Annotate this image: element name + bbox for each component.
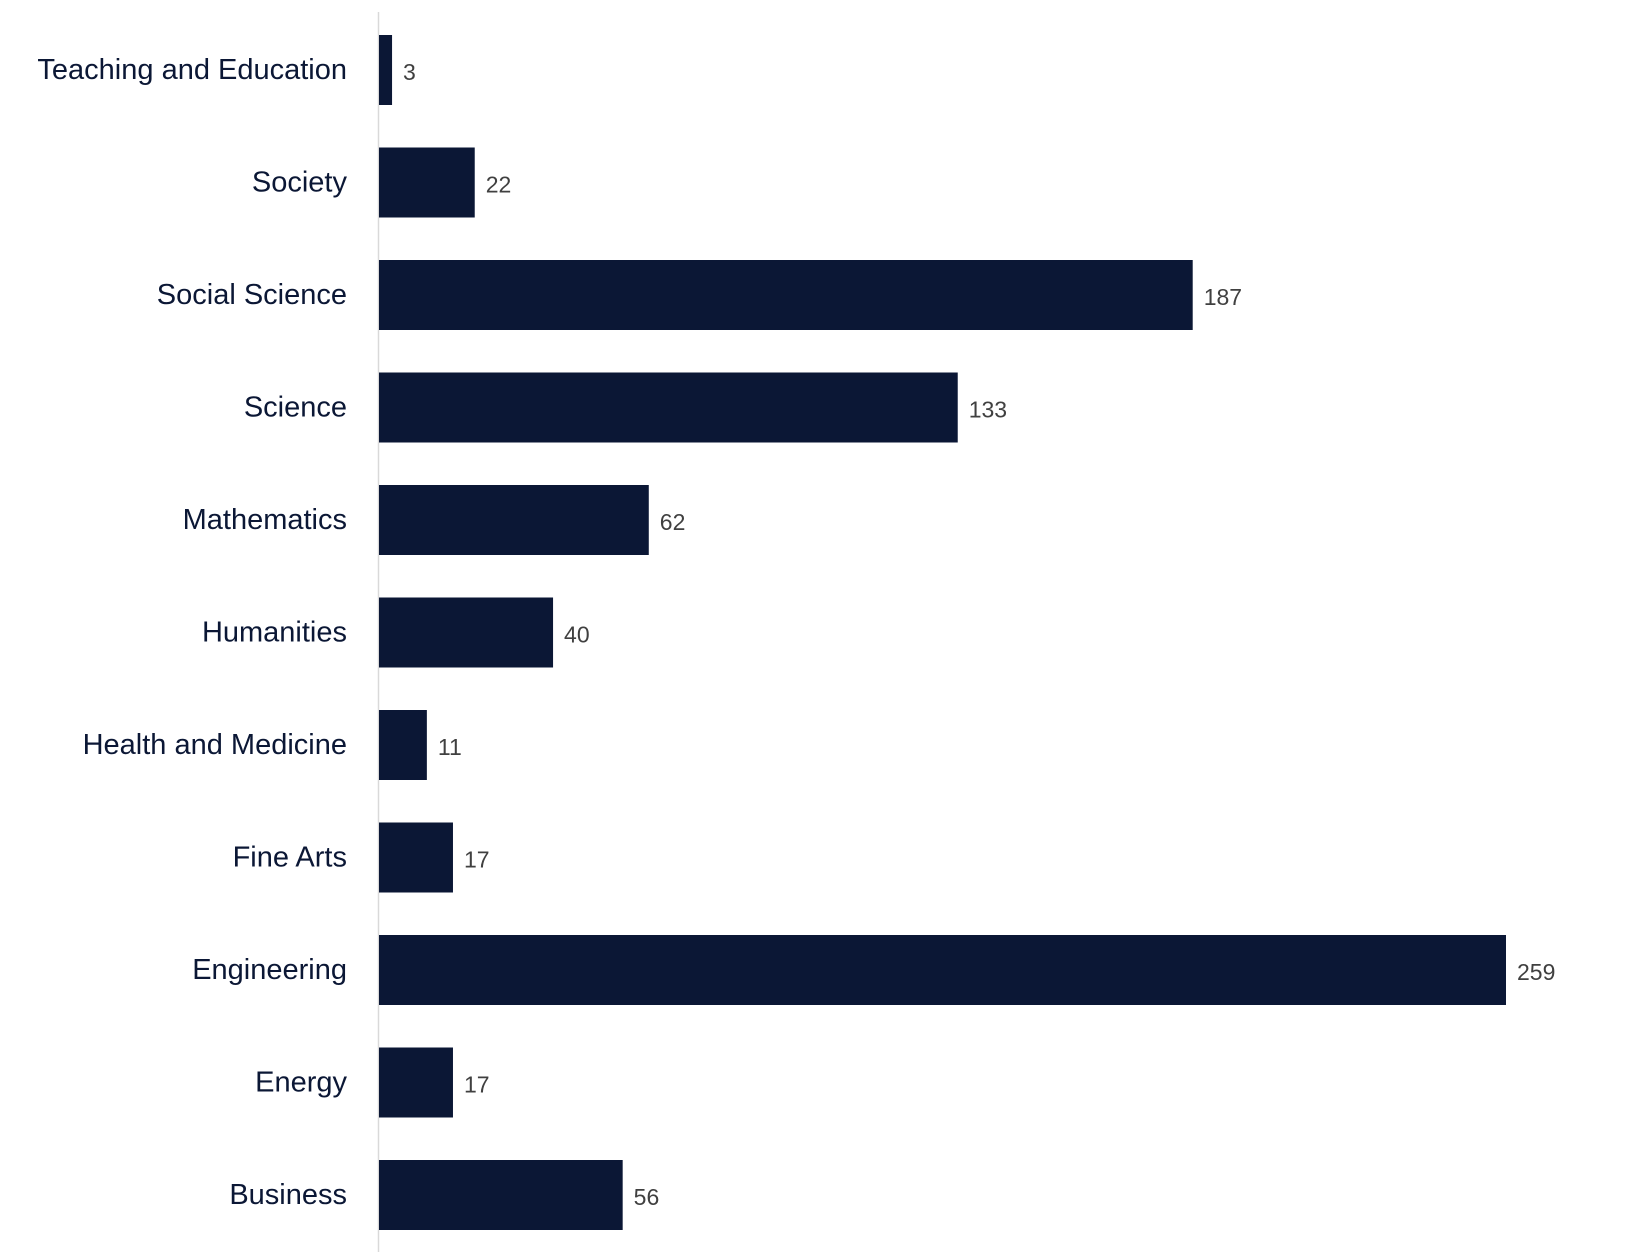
bar-engineering <box>379 935 1506 1005</box>
value-label-social-science: 187 <box>1204 284 1242 310</box>
category-label-business: Business <box>229 1179 347 1211</box>
bar-society <box>379 147 475 218</box>
value-label-mathematics: 62 <box>660 509 686 535</box>
value-label-teaching-and-education: 3 <box>403 59 416 85</box>
category-labels-group: Teaching and Education Society Social Scie… <box>37 54 347 1211</box>
bar-mathematics <box>379 485 649 555</box>
value-label-health-and-medicine: 11 <box>438 734 462 760</box>
value-label-engineering: 259 <box>1517 959 1555 985</box>
bar-fine-arts <box>379 822 453 893</box>
category-label-engineering: Engineering <box>192 954 347 986</box>
value-label-science: 133 <box>969 397 1007 423</box>
bar-energy <box>379 1047 453 1118</box>
bars-group <box>379 35 1506 1230</box>
category-label-humanities: Humanities <box>202 617 347 649</box>
bar-science <box>379 372 958 443</box>
bar-health-and-medicine <box>379 710 427 780</box>
value-label-fine-arts: 17 <box>464 847 490 873</box>
bar-humanities <box>379 597 554 668</box>
bar-teaching-and-education <box>379 35 393 105</box>
bar-business <box>379 1160 623 1230</box>
category-label-teaching-and-education: Teaching and Education <box>37 54 347 86</box>
category-label-energy: Energy <box>255 1067 347 1099</box>
value-labels-group: 3 22 187 133 62 40 11 17 259 17 56 <box>403 59 1555 1210</box>
category-label-social-science: Social Science <box>157 279 347 311</box>
value-label-energy: 17 <box>464 1072 490 1098</box>
category-label-mathematics: Mathematics <box>183 504 347 536</box>
category-label-society: Society <box>252 167 348 199</box>
category-label-science: Science <box>244 392 347 424</box>
value-label-business: 56 <box>634 1184 660 1210</box>
category-label-health-and-medicine: Health and Medicine <box>83 729 347 761</box>
value-label-humanities: 40 <box>564 622 590 648</box>
value-label-society: 22 <box>486 172 512 198</box>
category-label-fine-arts: Fine Arts <box>233 842 347 874</box>
bar-social-science <box>379 260 1193 330</box>
